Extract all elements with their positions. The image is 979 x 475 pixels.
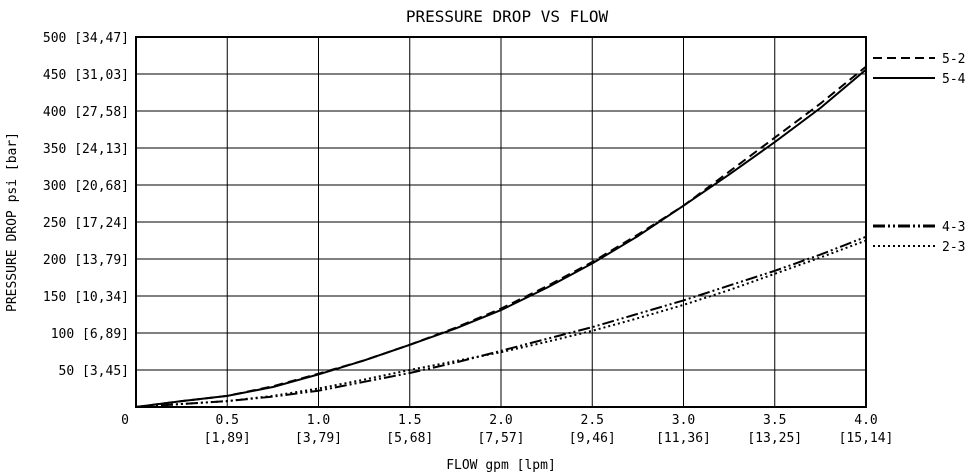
series-line-4-3 [135, 235, 867, 408]
grid-lines [136, 37, 866, 407]
series-line-5-2 [135, 65, 867, 408]
y-tick-label: 500 [34,47] [43, 31, 129, 46]
legend-label-2-3: 2-3 [942, 240, 965, 255]
x-tick-label: 4.0 [854, 413, 877, 428]
series-line-5-4 [135, 68, 867, 408]
legend-label-5-2: 5-2 [942, 52, 965, 67]
chart-title: PRESSURE DROP VS FLOW [406, 7, 609, 26]
x-tick-sublabel: [3,79] [295, 431, 342, 446]
plot-frame [135, 36, 867, 408]
y-tick-label: 100 [6,89] [51, 327, 129, 342]
y-tick-label: 350 [24,13] [43, 142, 129, 157]
x-tick-label: 1.5 [398, 413, 421, 428]
x-tick-label: 2.0 [489, 413, 512, 428]
y-axis-label: PRESSURE DROP psi [bar] [5, 132, 20, 312]
y-tick-label: 300 [20,68] [43, 179, 129, 194]
x-tick-sublabel: [15,14] [839, 431, 894, 446]
x-tick-label: 0 [121, 413, 129, 428]
x-tick-sublabel: [1,89] [204, 431, 251, 446]
y-tick-labels: 50 [3,45] 100 [6,89] 150 [10,34] 200 [13,79… [43, 31, 129, 379]
x-tick-labels: 0 0.5 [1,89] 1.0 [3,79] 1.5 [5,68] 2.0 [7,57] 2.5… [121, 413, 893, 446]
series-lines [135, 65, 867, 408]
x-tick-label: 3.0 [672, 413, 695, 428]
legend-label-5-4: 5-4 [942, 72, 966, 87]
legend: 5-2 5-4 4-3 2-3 [873, 52, 966, 255]
x-tick-label: 3.5 [763, 413, 786, 428]
y-tick-label: 400 [27,58] [43, 105, 129, 120]
x-tick-label: 1.0 [307, 413, 330, 428]
legend-label-4-3: 4-3 [942, 220, 965, 235]
y-tick-label: 150 [10,34] [43, 290, 129, 305]
y-tick-label: 50 [3,45] [59, 364, 129, 379]
y-tick-label: 250 [17,24] [43, 216, 129, 231]
x-tick-label: 0.5 [216, 413, 239, 428]
x-tick-label: 2.5 [581, 413, 604, 428]
y-tick-label: 200 [13,79] [43, 253, 129, 268]
y-tick-label: 450 [31,03] [43, 68, 129, 83]
x-tick-sublabel: [7,57] [478, 431, 525, 446]
x-tick-sublabel: [5,68] [386, 431, 433, 446]
x-axis-label: FLOW gpm [lpm] [446, 458, 556, 473]
x-tick-sublabel: [11,36] [656, 431, 711, 446]
x-tick-sublabel: [13,25] [747, 431, 802, 446]
x-tick-sublabel: [9,46] [569, 431, 616, 446]
